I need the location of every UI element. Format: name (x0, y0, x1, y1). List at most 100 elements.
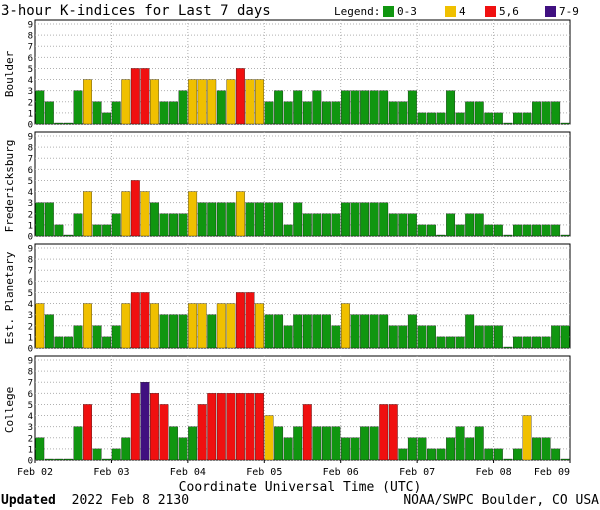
k-bar (560, 458, 570, 461)
k-bar (188, 426, 198, 461)
k-bar (360, 202, 370, 237)
k-bar (484, 224, 494, 237)
k-bar (474, 213, 484, 237)
y-tick-label: 0 (28, 345, 33, 355)
k-bar (169, 314, 178, 349)
k-bar (111, 448, 121, 461)
y-tick-label: 0 (28, 457, 33, 467)
k-bar (388, 213, 398, 237)
k-bar (159, 404, 169, 461)
k-bar (207, 202, 217, 237)
k-bar (369, 90, 379, 125)
k-bar (331, 325, 341, 349)
k-bar (436, 234, 446, 237)
k-bar (369, 202, 379, 237)
y-tick-label: 4 (28, 76, 33, 86)
k-bar (197, 202, 207, 237)
y-tick-label: 4 (28, 300, 33, 310)
k-bar (92, 448, 102, 461)
k-bar (255, 393, 264, 461)
k-bar (331, 101, 341, 125)
y-tick-label: 3 (28, 311, 33, 321)
k-bar (465, 213, 475, 237)
k-bar (522, 224, 532, 237)
y-tick-label: 6 (28, 54, 33, 64)
k-bar (264, 314, 274, 349)
x-tick-label: Feb 08 (476, 467, 512, 478)
k-bar (513, 112, 522, 125)
k-bar (197, 79, 207, 125)
k-bar (159, 213, 169, 237)
k-bar (369, 426, 379, 461)
k-bar (321, 213, 331, 237)
y-tick-label: 8 (28, 144, 33, 154)
k-bar (407, 437, 417, 461)
k-bar (532, 437, 541, 461)
k-bar (83, 404, 92, 461)
legend: Legend: 0-3 4 5,6 7-9 (334, 5, 579, 18)
k-bar (350, 437, 360, 461)
k-bar (360, 426, 370, 461)
y-tick-label: 2 (28, 98, 33, 108)
x-tick-label: Feb 06 (323, 467, 359, 478)
k-bar (35, 303, 45, 349)
k-bar (216, 202, 226, 237)
k-bar (44, 458, 54, 461)
k-bar (64, 458, 73, 461)
k-bar (522, 415, 532, 461)
k-bar (455, 112, 465, 125)
y-tick-label: 9 (28, 357, 33, 367)
k-bar (130, 393, 140, 461)
y-tick-label: 3 (28, 199, 33, 209)
k-bar (532, 224, 541, 237)
k-bar (207, 393, 217, 461)
k-bar (235, 292, 245, 349)
k-bar (503, 458, 513, 461)
k-bar (312, 213, 322, 237)
k-bar (169, 213, 178, 237)
y-tick-label: 0 (28, 121, 33, 131)
k-bar (226, 393, 236, 461)
k-bar (35, 90, 45, 125)
station-label: College (3, 387, 16, 433)
k-bar (513, 448, 522, 461)
y-tick-label: 7 (28, 379, 33, 389)
k-bar (54, 458, 64, 461)
k-bar (493, 112, 503, 125)
k-bar (407, 213, 417, 237)
k-bar (216, 303, 226, 349)
legend-swatch-2 (485, 6, 496, 17)
k-bar (302, 314, 312, 349)
k-bar (255, 303, 264, 349)
k-bar (388, 325, 398, 349)
k-bar (465, 101, 475, 125)
k-bar (493, 224, 503, 237)
k-bar (169, 101, 178, 125)
k-bar (551, 224, 561, 237)
k-bar (407, 90, 417, 125)
x-axis-label: Coordinate Universal Time (UTC) (179, 480, 422, 495)
k-bar (149, 393, 159, 461)
k-bar (64, 122, 73, 125)
k-bar (379, 90, 389, 125)
k-bar (149, 303, 159, 349)
k-bar (484, 448, 494, 461)
k-bar (388, 404, 398, 461)
k-bar (560, 234, 570, 237)
k-bar (398, 448, 408, 461)
k-bar (522, 336, 532, 349)
legend-swatch-3 (545, 6, 556, 17)
k-bar (92, 101, 102, 125)
k-bar (427, 112, 436, 125)
k-bar (446, 437, 456, 461)
y-tick-label: 9 (28, 21, 33, 31)
x-tick-label: Feb 04 (170, 467, 206, 478)
y-tick-label: 7 (28, 155, 33, 165)
station-label: Boulder (3, 50, 16, 97)
k-bar (360, 314, 370, 349)
k-bar (293, 314, 303, 349)
k-bar (302, 404, 312, 461)
k-bar (455, 224, 465, 237)
k-bar (121, 303, 131, 349)
